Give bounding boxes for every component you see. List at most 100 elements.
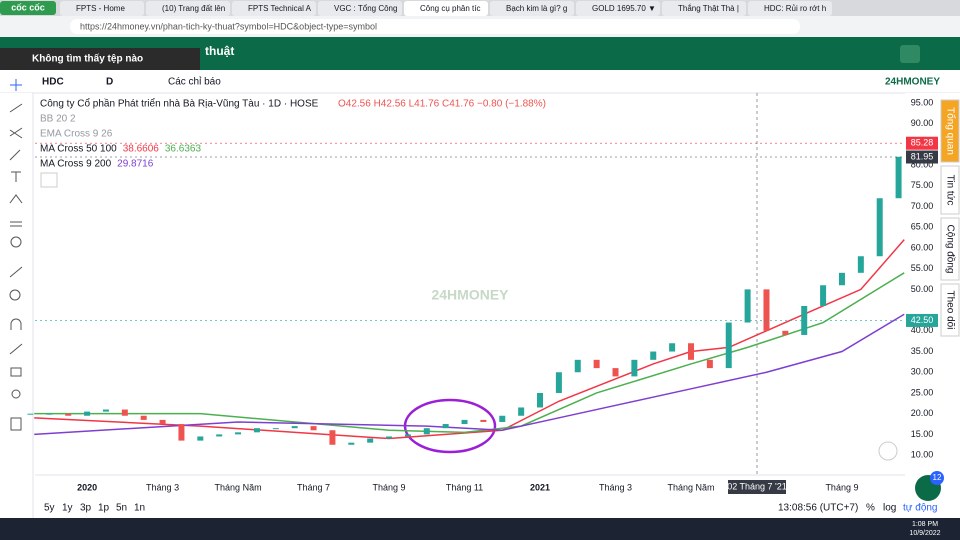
side-tab[interactable]	[940, 99, 960, 163]
legend-ohlc: O42.56 H42.56 L41.76 C41.76 −0.80 (−1.88…	[338, 99, 546, 110]
x-tick-label: Tháng 3	[146, 482, 179, 492]
symbol[interactable]: HDC	[42, 77, 64, 88]
side-tab-label: Theo dõi	[944, 291, 955, 330]
scale-option[interactable]: %	[866, 503, 875, 514]
side-tab[interactable]	[940, 165, 960, 215]
tab-title: VGC : Tổng Công	[334, 4, 397, 13]
scroll-button[interactable]	[878, 441, 898, 461]
x-tick-label: Tháng 11	[446, 482, 483, 492]
tab[interactable]	[60, 1, 144, 16]
candle	[272, 428, 279, 430]
taskbar-date: 10/9/2022	[909, 530, 940, 537]
x-tick-label: Tháng 9	[825, 482, 858, 492]
left-toolbar	[0, 93, 32, 518]
range-button[interactable]: 5n	[116, 503, 127, 514]
price-label-box	[906, 150, 938, 164]
y-tick-label: 30.00	[911, 367, 934, 377]
chart-toolbar	[0, 70, 960, 93]
indicators-button[interactable]: Các chỉ báo	[168, 76, 221, 88]
url: https://24hmoney.vn/phan-tich-ky-thuat?s…	[80, 21, 377, 31]
candle	[801, 305, 808, 335]
candle	[121, 409, 128, 416]
crosshair-time-box	[728, 480, 786, 494]
candle	[404, 434, 411, 437]
y-tick-label: 60.00	[911, 242, 934, 252]
price-label: 42.50	[911, 315, 934, 325]
side-tab[interactable]	[940, 217, 960, 281]
candle	[442, 424, 449, 429]
candle	[612, 368, 619, 377]
indicator-name: MA Cross 9 200	[40, 159, 112, 170]
side-tab[interactable]	[940, 283, 960, 337]
candle	[895, 156, 902, 199]
price-label-box	[906, 136, 938, 150]
interval[interactable]: D	[106, 77, 113, 88]
candle	[84, 411, 91, 416]
chat-badge	[930, 471, 944, 485]
range-button[interactable]: 1y	[62, 503, 73, 514]
candle	[461, 419, 468, 425]
scale-option[interactable]: log	[883, 503, 896, 514]
notification-text: Không tìm thấy tệp nào	[32, 53, 143, 65]
candle	[480, 419, 487, 422]
tab[interactable]	[404, 1, 488, 16]
x-tick-label: 2020	[77, 482, 97, 492]
candle	[631, 359, 638, 377]
candle	[706, 359, 713, 369]
candle	[159, 419, 166, 425]
tab[interactable]	[490, 1, 574, 16]
price-label: 85.28	[911, 138, 934, 148]
candle	[820, 285, 827, 306]
tab[interactable]	[146, 1, 230, 16]
y-tick-label: 40.00	[911, 325, 934, 335]
indicator-name: BB 20 2	[40, 114, 76, 125]
x-tick-label: Tháng 3	[599, 482, 632, 492]
watermark: 24HMONEY	[431, 287, 509, 303]
browser-logo	[0, 1, 56, 15]
candle	[348, 442, 355, 445]
candle	[593, 359, 600, 369]
tab[interactable]	[748, 1, 832, 16]
legend-collapse[interactable]	[40, 172, 58, 188]
candle	[197, 436, 204, 441]
candle	[386, 436, 393, 439]
tab[interactable]	[662, 1, 746, 16]
range-button[interactable]: 3p	[80, 503, 92, 514]
y-tick-label: 25.00	[911, 387, 934, 397]
candle	[253, 428, 260, 433]
candle	[329, 430, 336, 445]
candle	[423, 428, 430, 435]
side-tab-label: Tổng quan	[944, 107, 956, 155]
ma-line	[34, 313, 905, 436]
candle	[310, 426, 317, 431]
candle	[27, 413, 34, 415]
range-button[interactable]: 1n	[134, 503, 145, 514]
taskbar-time: 1:08 PM	[912, 521, 938, 528]
y-tick-label: 90.00	[911, 118, 934, 128]
indicator-value: 36.6363	[165, 144, 202, 155]
y-tick-label: 75.00	[911, 180, 934, 190]
x-tick-label: Tháng Năm	[215, 482, 262, 492]
y-tick-label: 15.00	[911, 429, 934, 439]
side-tab-label: Cộng đồng	[944, 225, 956, 274]
header-button[interactable]	[900, 45, 920, 63]
tool-icons[interactable]	[9, 79, 23, 431]
candle	[555, 372, 562, 393]
y-tick-label: 35.00	[911, 346, 934, 356]
tab[interactable]	[318, 1, 402, 16]
candle	[876, 198, 883, 257]
candle	[291, 426, 298, 429]
range-button[interactable]: 5y	[44, 503, 55, 514]
tab-title: HDC: Rủi ro rớt h	[764, 4, 826, 13]
tab[interactable]	[576, 1, 660, 16]
url-field[interactable]	[70, 19, 800, 34]
scale-option[interactable]: tự động	[903, 503, 938, 514]
candle	[235, 432, 242, 435]
candle	[216, 434, 223, 437]
y-tick-label: 65.00	[911, 222, 934, 232]
tab[interactable]	[232, 1, 316, 16]
range-button[interactable]: 1p	[98, 503, 110, 514]
tab-title: (10) Trang đất lên	[162, 4, 225, 13]
